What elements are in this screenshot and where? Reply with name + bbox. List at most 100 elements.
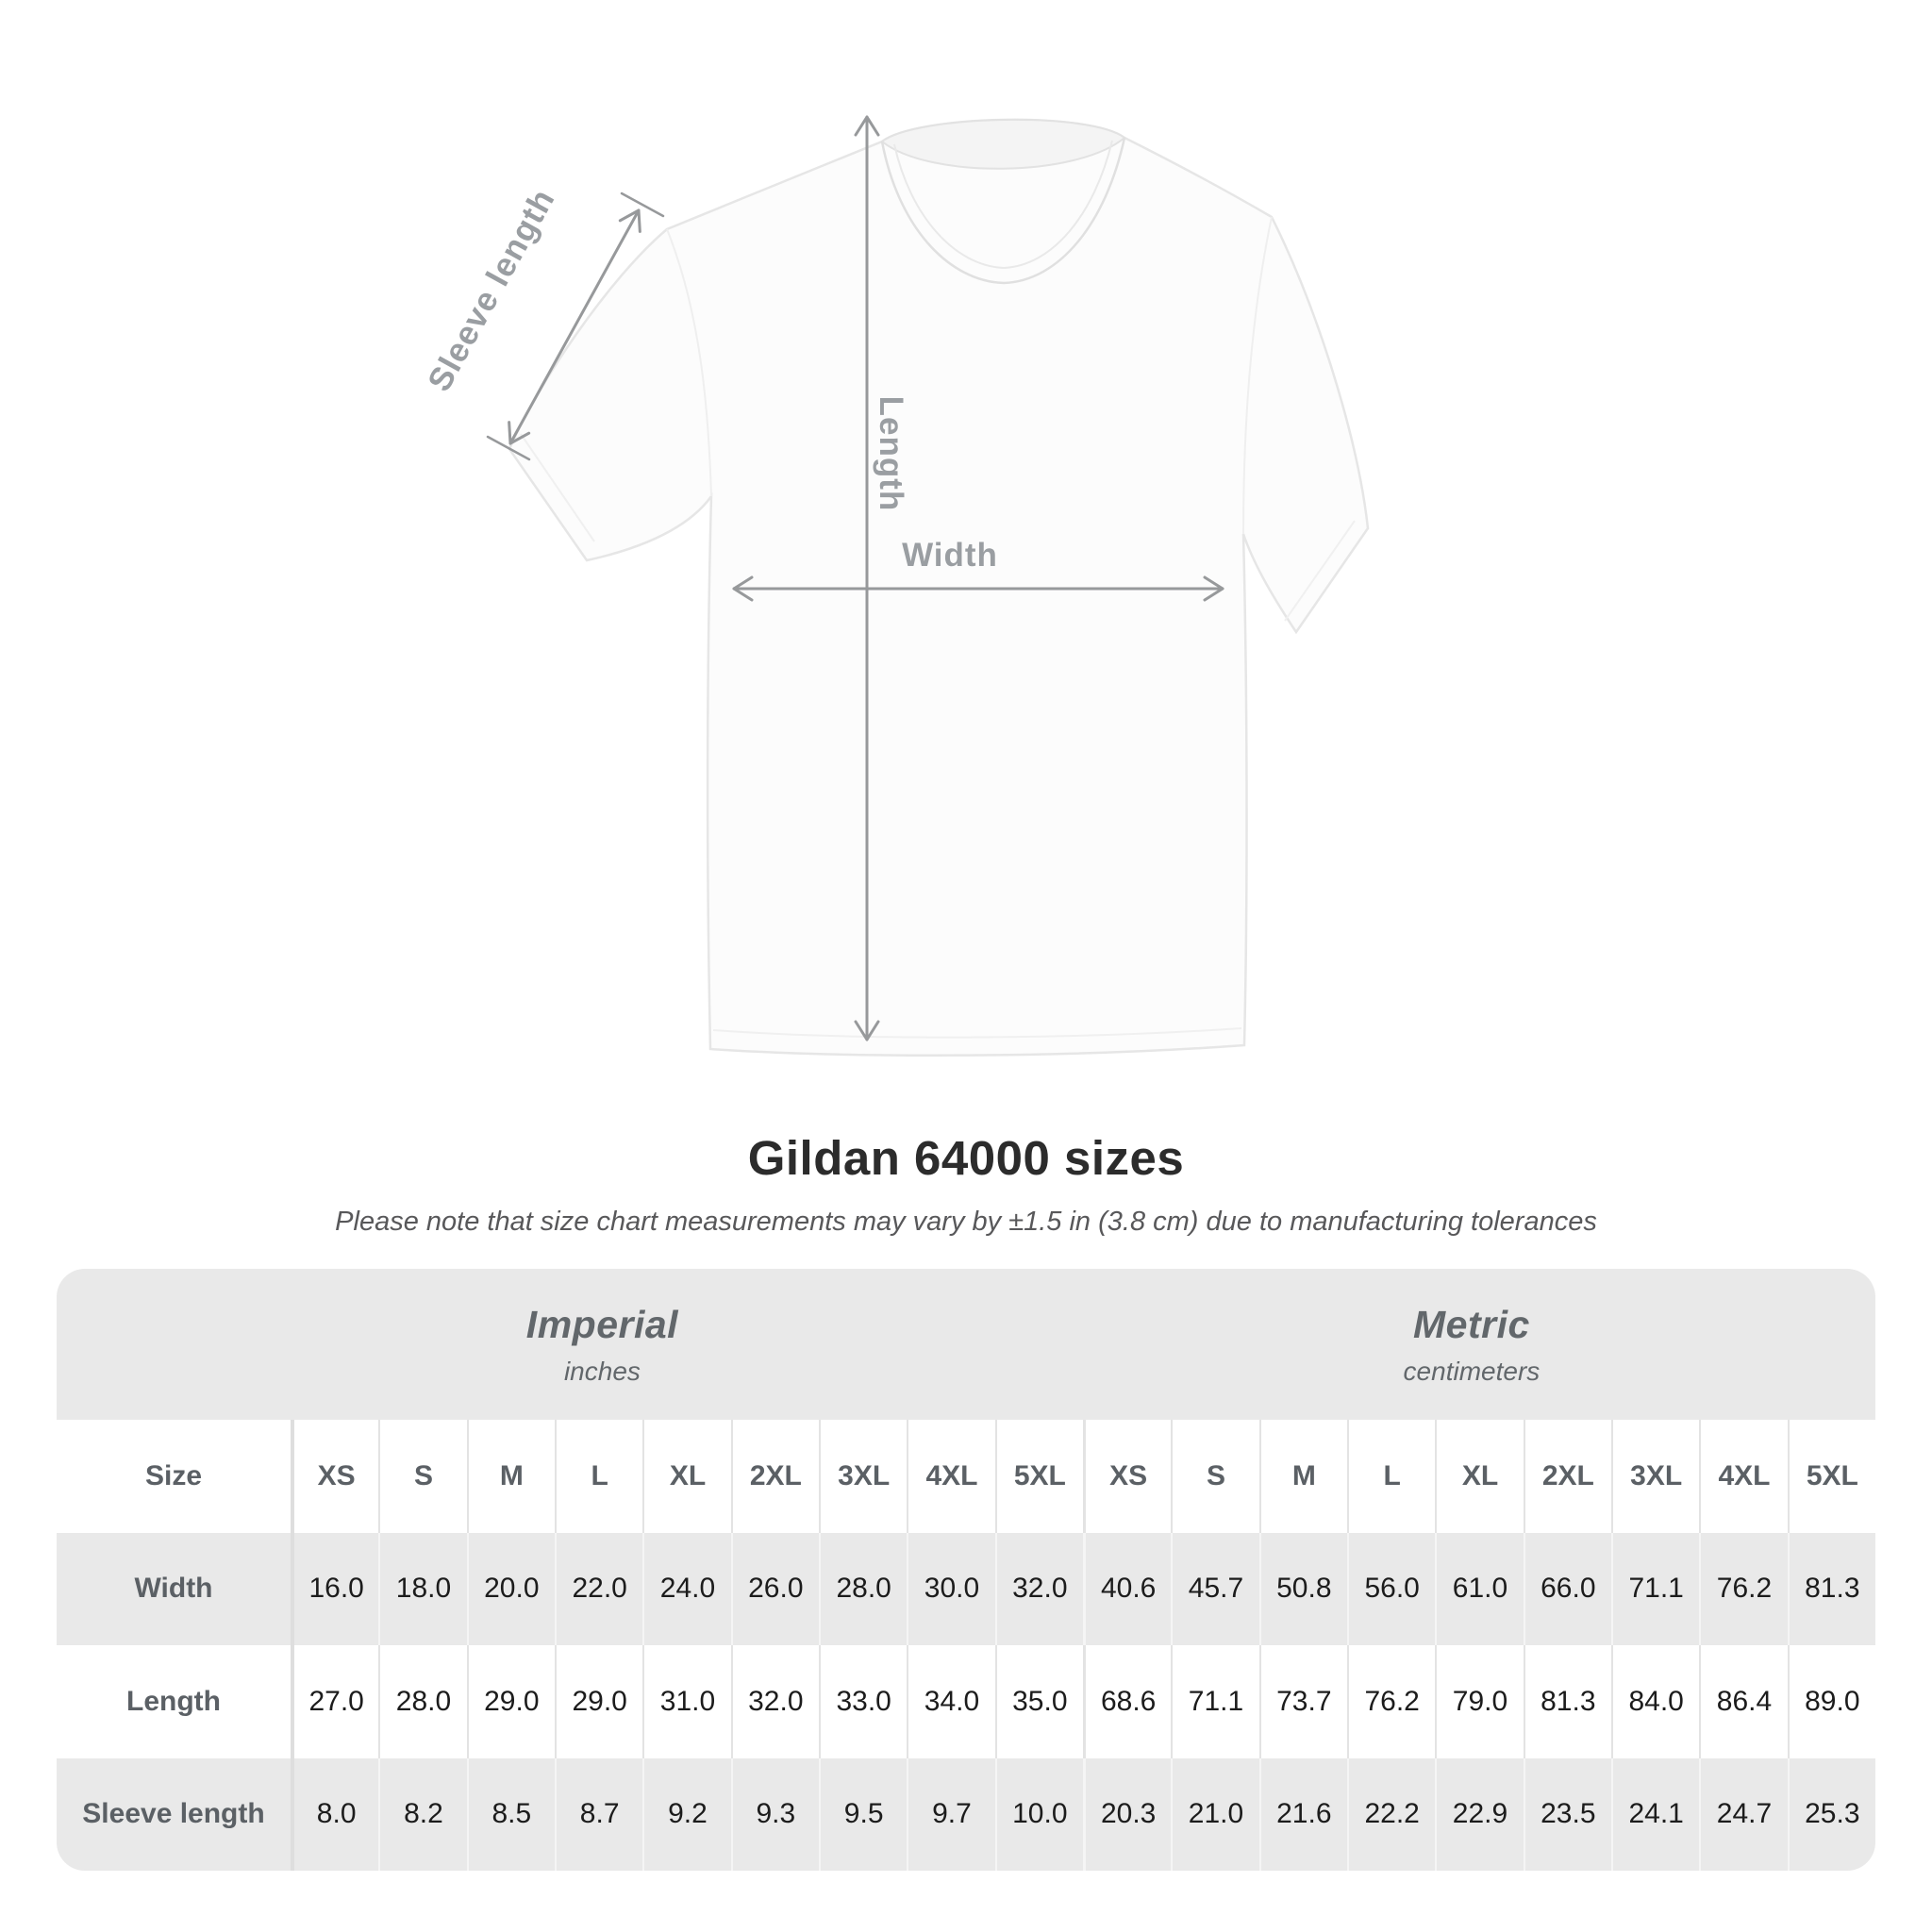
size-header-metric-4xl: 4XL [1699, 1420, 1788, 1533]
value-sleeve-length-metric: 23.5 [1523, 1757, 1611, 1871]
value-sleeve-length-metric: 25.3 [1787, 1757, 1875, 1871]
value-width-imperial: 18.0 [378, 1532, 467, 1645]
tshirt-left-cuff [520, 433, 595, 542]
unit-header-band: Imperial inches Metric centimeters [57, 1269, 1875, 1420]
value-width-imperial: 30.0 [907, 1532, 995, 1645]
value-sleeve-length-imperial: 9.5 [819, 1757, 908, 1871]
tshirt-left-seam [666, 228, 712, 497]
value-width-metric: 81.3 [1787, 1532, 1875, 1645]
value-sleeve-length-imperial: 8.2 [378, 1757, 467, 1871]
sleeve-dimension-tick-top [620, 192, 665, 218]
value-length-metric: 68.6 [1083, 1645, 1172, 1758]
value-sleeve-length-metric: 22.2 [1347, 1757, 1436, 1871]
size-header-imperial-xl: XL [642, 1420, 731, 1533]
tshirt-right-seam [1242, 216, 1273, 535]
tshirt-collar-rib [893, 140, 1113, 270]
value-length-imperial: 29.0 [555, 1645, 643, 1758]
size-header-metric-s: S [1171, 1420, 1259, 1533]
value-length-imperial: 34.0 [907, 1645, 995, 1758]
length-annotation: Length [873, 396, 909, 512]
value-sleeve-length-imperial: 8.5 [466, 1757, 555, 1871]
value-sleeve-length-imperial: 9.2 [642, 1757, 731, 1871]
tshirt-diagram-svg: Sleeve length Length Width [421, 115, 1370, 1057]
value-sleeve-length-imperial: 10.0 [994, 1757, 1083, 1871]
row-label-length: Length [57, 1645, 291, 1758]
value-length-metric: 79.0 [1435, 1645, 1524, 1758]
value-length-metric: 86.4 [1699, 1645, 1788, 1758]
size-table: Imperial inches Metric centimeters Size X… [57, 1269, 1875, 1871]
sleeve-dimension-tick-bottom [486, 435, 531, 461]
value-width-metric: 40.6 [1083, 1532, 1172, 1645]
value-width-metric: 56.0 [1347, 1532, 1436, 1645]
size-header-imperial-3xl: 3XL [819, 1420, 908, 1533]
value-length-imperial: 32.0 [730, 1645, 819, 1758]
value-width-imperial: 22.0 [555, 1532, 643, 1645]
value-width-metric: 45.7 [1171, 1532, 1259, 1645]
value-length-imperial: 29.0 [466, 1645, 555, 1758]
size-header-metric-m: M [1258, 1420, 1347, 1533]
value-sleeve-length-metric: 21.0 [1171, 1757, 1259, 1871]
size-column-header: Size [57, 1420, 291, 1533]
tshirt-hem-stitch [712, 1027, 1242, 1039]
size-header-imperial-4xl: 4XL [907, 1420, 995, 1533]
tshirt-right-cuff [1284, 520, 1356, 622]
imperial-sublabel: inches [563, 1356, 641, 1386]
value-length-imperial: 31.0 [642, 1645, 731, 1758]
value-width-imperial: 16.0 [291, 1532, 379, 1645]
value-width-metric: 71.1 [1611, 1532, 1700, 1645]
unit-group-imperial: Imperial inches [57, 1269, 1096, 1420]
size-header-imperial-s: S [378, 1420, 467, 1533]
value-sleeve-length-metric: 24.1 [1611, 1757, 1700, 1871]
page-subtitle: Please note that size chart measurements… [335, 1207, 1597, 1237]
value-length-metric: 71.1 [1171, 1645, 1259, 1758]
value-length-imperial: 27.0 [291, 1645, 379, 1758]
value-width-imperial: 24.0 [642, 1532, 731, 1645]
value-length-metric: 73.7 [1258, 1645, 1347, 1758]
metric-label: Metric [1413, 1302, 1530, 1346]
metric-sublabel: centimeters [1403, 1356, 1541, 1386]
value-sleeve-length-imperial: 8.0 [291, 1757, 379, 1871]
value-sleeve-length-imperial: 9.3 [730, 1757, 819, 1871]
width-annotation: Width [902, 537, 998, 574]
value-length-metric: 84.0 [1611, 1645, 1700, 1758]
value-sleeve-length-metric: 22.9 [1435, 1757, 1524, 1871]
imperial-label: Imperial [525, 1302, 679, 1346]
page-title: Gildan 64000 sizes [747, 1131, 1185, 1185]
size-header-imperial-xs: XS [291, 1420, 379, 1533]
tshirt-collar-opening [880, 137, 1126, 285]
value-width-imperial: 26.0 [730, 1532, 819, 1645]
size-header-imperial-5xl: 5XL [994, 1420, 1083, 1533]
size-header-metric-l: L [1347, 1420, 1436, 1533]
value-length-metric: 81.3 [1523, 1645, 1611, 1758]
value-sleeve-length-imperial: 8.7 [555, 1757, 643, 1871]
row-label-sleeve-length: Sleeve length [57, 1757, 291, 1871]
row-label-width: Width [57, 1532, 291, 1645]
tshirt-measurement-diagram: Sleeve length Length Width [421, 115, 1370, 1057]
value-sleeve-length-metric: 20.3 [1083, 1757, 1172, 1871]
value-length-metric: 76.2 [1347, 1645, 1436, 1758]
value-length-imperial: 33.0 [819, 1645, 908, 1758]
size-table-grid: Size XS S M L XL 2XL 3XL 4XL 5XL XS S M L XL 2XL 3XL 4XL 5… [57, 1420, 1875, 1871]
value-width-metric: 61.0 [1435, 1532, 1524, 1645]
size-header-metric-2xl: 2XL [1523, 1420, 1611, 1533]
value-width-metric: 50.8 [1258, 1532, 1347, 1645]
value-length-imperial: 28.0 [378, 1645, 467, 1758]
sleeve-length-annotation: Sleeve length [421, 183, 562, 398]
value-length-metric: 89.0 [1787, 1645, 1875, 1758]
measurement-lines [486, 115, 1224, 1041]
size-header-imperial-2xl: 2XL [730, 1420, 819, 1533]
value-width-metric: 76.2 [1699, 1532, 1788, 1645]
size-header-imperial-m: M [466, 1420, 555, 1533]
value-sleeve-length-metric: 24.7 [1699, 1757, 1788, 1871]
value-sleeve-length-metric: 21.6 [1258, 1757, 1347, 1871]
unit-group-metric: Metric centimeters [1096, 1269, 1875, 1420]
value-length-imperial: 35.0 [994, 1645, 1083, 1758]
size-header-metric-xs: XS [1083, 1420, 1172, 1533]
size-header-metric-xl: XL [1435, 1420, 1524, 1533]
value-width-imperial: 20.0 [466, 1532, 555, 1645]
value-width-imperial: 32.0 [994, 1532, 1083, 1645]
size-header-imperial-l: L [555, 1420, 643, 1533]
sleeve-dimension-line [508, 208, 641, 445]
value-sleeve-length-imperial: 9.7 [907, 1757, 995, 1871]
size-header-metric-5xl: 5XL [1787, 1420, 1875, 1533]
